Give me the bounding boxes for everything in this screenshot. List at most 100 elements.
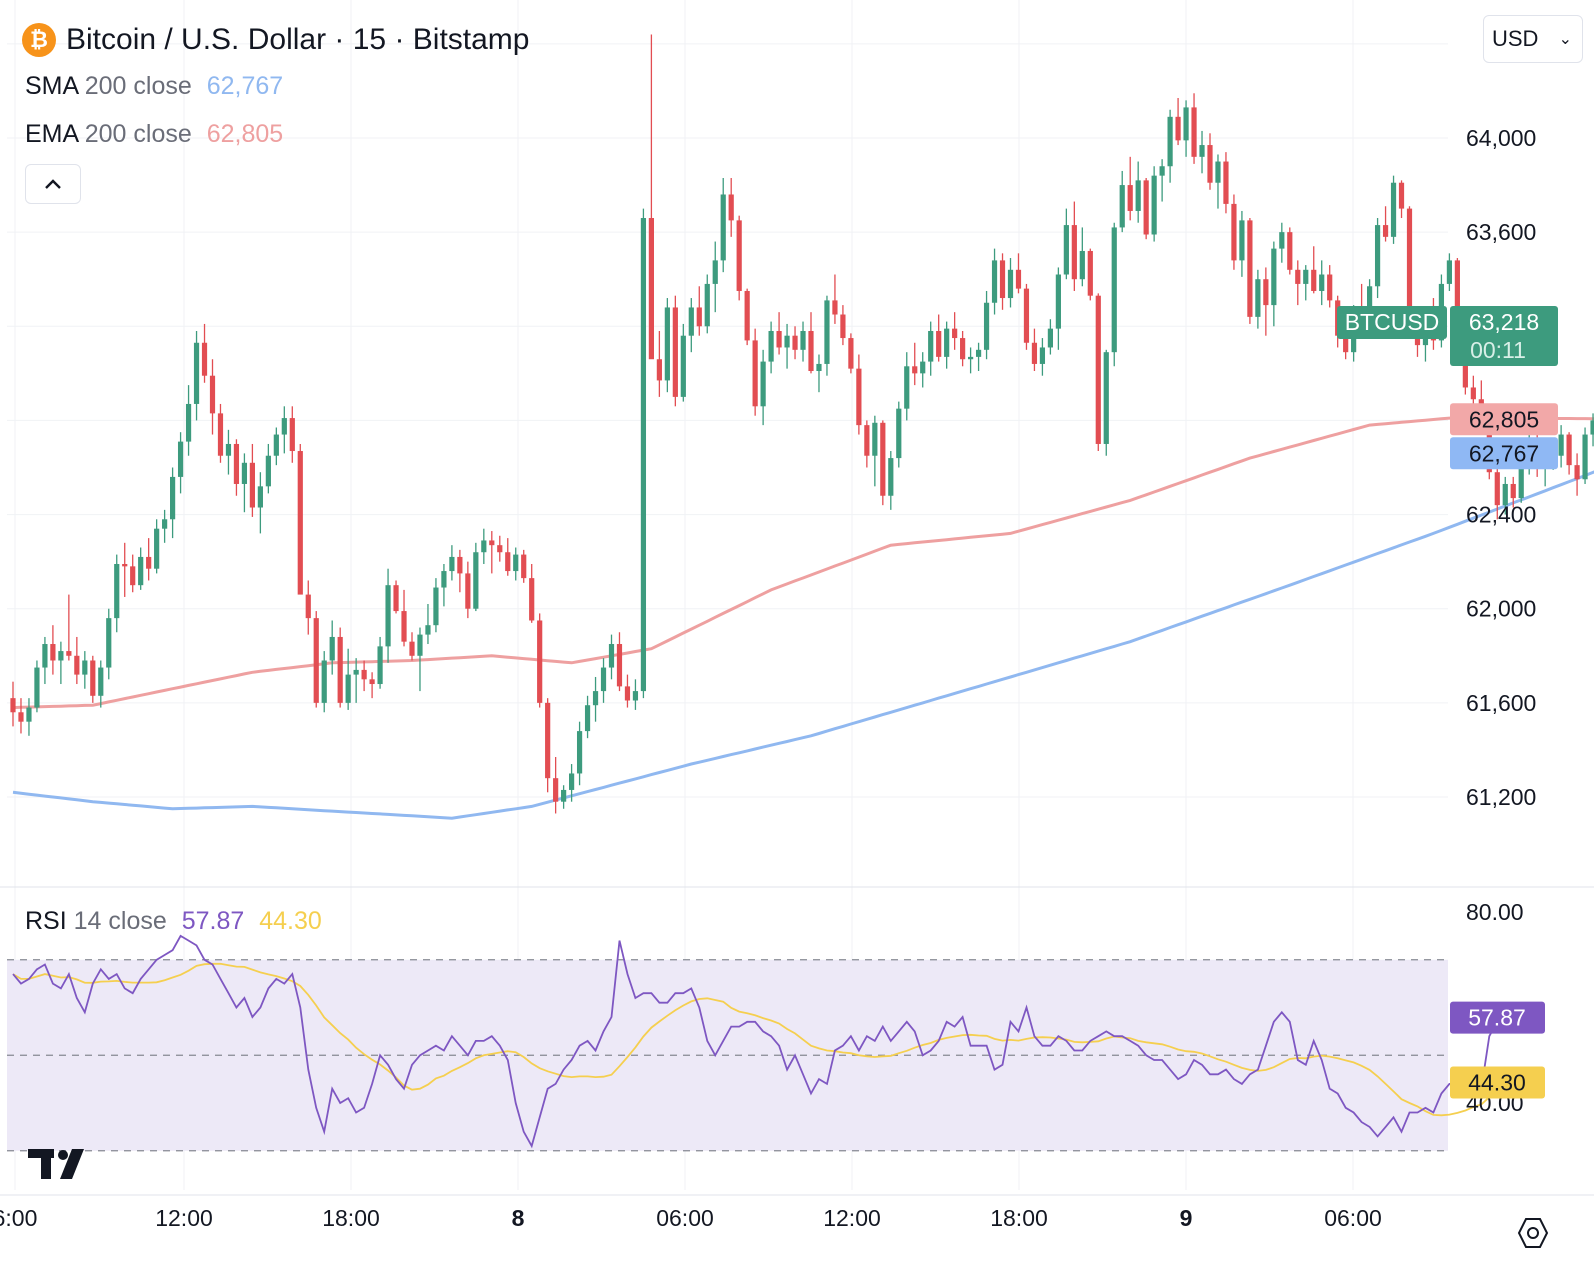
candle-body [361,669,367,680]
candle-body [209,375,216,414]
rsi-ma-line [12,962,1498,1117]
candle-body [281,418,287,435]
candle [1151,166,1157,242]
candle-body [1063,225,1069,275]
candle-body [529,578,535,621]
ema-name: EMA [25,120,78,148]
candle [1183,100,1189,157]
candle-body [1079,250,1085,280]
ema-price-tag [1450,403,1558,436]
candle [968,347,974,374]
time-tick-label: 06:00 [656,1205,714,1231]
candle-body [1287,232,1293,270]
candle-body [441,571,447,588]
chevron-up-icon [45,179,61,189]
candle [664,298,670,393]
candle [983,290,990,360]
candle-body [98,667,104,696]
candle-body [18,712,24,722]
sma-legend[interactable]: SMA 200 close 62,767 [25,72,283,101]
candle [1031,328,1038,372]
candle-body [489,540,495,546]
sma-price-tag [1450,437,1558,470]
candle-body [1343,335,1349,353]
candle [624,674,631,708]
candle [26,698,32,736]
ema-200-line [12,416,1594,710]
axes: 64,000 63,600 62,400 62,000 61,600 61,200 80.0… [0,125,1536,1231]
candle [361,660,367,692]
candle [74,636,80,685]
candle-body [201,342,208,376]
candle-body [672,307,678,397]
rsi-legend[interactable]: RSI 14 close 57.87 44.30 [25,907,322,936]
candle-body [1303,269,1309,284]
candle-body [42,644,48,668]
candle [1279,222,1285,263]
candle [114,554,120,633]
candle-body [170,476,176,520]
candle [345,648,351,710]
currency-value: USD [1492,26,1539,51]
candle [138,547,144,590]
tradingview-logo-icon[interactable] [28,1149,92,1181]
candle-body [249,462,255,508]
candle [297,443,303,595]
candle [1574,453,1580,496]
candle [521,549,527,583]
candle [106,608,112,680]
candle-body [1406,208,1413,329]
rsi-tick-label: 80.00 [1466,899,1524,925]
candle [513,547,519,581]
candle-body [792,335,798,350]
candle [648,34,654,360]
candle-body [1167,116,1173,167]
currency-select[interactable]: USD ⌄ [1483,15,1583,63]
candle-body [616,644,623,687]
candle-body [1183,107,1189,141]
candle-body [1239,220,1245,261]
candle-body [952,328,958,339]
candle-body [608,644,615,668]
collapse-legend-button[interactable] [25,164,81,204]
candle-body [217,413,224,456]
candle-body [1015,269,1022,289]
candle [1023,283,1030,350]
candle-body [82,660,88,675]
candle [680,323,686,402]
price-tick-label: 62,000 [1466,596,1536,622]
candle-body [1311,269,1317,291]
candle-body [928,330,934,362]
candle-body [409,641,415,656]
candle-body [576,731,583,774]
candle [1215,154,1221,209]
candle [640,208,647,699]
candle [1103,349,1109,456]
candle-body [656,359,662,381]
candle-body [584,705,591,732]
candle [704,274,710,334]
candle-body [1247,220,1253,317]
candle-body [1367,286,1373,322]
candle [449,545,455,581]
candle [1055,267,1061,350]
candle-body [1502,483,1508,506]
settings-icon[interactable] [1516,1216,1550,1250]
candle-body [1031,342,1038,364]
candle [481,528,487,564]
candle [688,298,694,353]
candle-body [569,773,575,790]
candle [489,531,495,574]
candle [1071,201,1077,291]
rsi-ma-tag [1450,1066,1545,1099]
candle-body [800,330,806,350]
candle [553,756,559,814]
candle [329,620,335,675]
candle [784,323,790,369]
sma-params: 200 close [84,72,192,100]
candle [561,785,567,809]
ema-legend[interactable]: EMA 200 close 62,805 [25,120,283,149]
candle-body [664,307,670,381]
candle-body [816,363,822,372]
